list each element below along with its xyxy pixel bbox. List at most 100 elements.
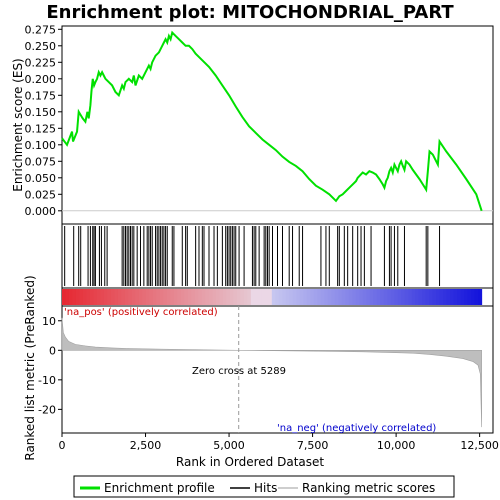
color-bar-segment (348, 289, 353, 305)
color-bar-segment (135, 289, 140, 305)
color-bar-segment (131, 289, 136, 305)
pos-correlated-label: 'na_pos' (positively correlated) (64, 307, 218, 318)
es-tick-label: 0.150 (25, 106, 57, 119)
color-bar-segment (212, 289, 217, 305)
color-bar-segment (236, 289, 241, 305)
color-bar-segment (257, 289, 262, 305)
es-panel (61, 25, 494, 225)
color-bar-segment (471, 289, 476, 305)
color-bar-segment (373, 289, 378, 305)
color-bar-segment (362, 289, 367, 305)
color-bar-segment (187, 289, 192, 305)
color-bar-segment (79, 289, 84, 305)
color-bar-segment (355, 289, 360, 305)
color-bar-segment (205, 289, 210, 305)
es-tick-label: 0.125 (25, 122, 57, 135)
metric-tick-label: -20 (38, 403, 56, 416)
color-bar-segment (180, 289, 185, 305)
color-bar-segment (240, 289, 245, 305)
color-bar-segment (404, 289, 409, 305)
color-bar-segment (443, 289, 448, 305)
color-bar-segment (208, 289, 213, 305)
color-bar-segment (369, 289, 374, 305)
color-bar-segment (299, 289, 304, 305)
color-bar-segment (296, 289, 301, 305)
color-bar-segment (380, 289, 385, 305)
x-tick-label: 0 (59, 439, 66, 452)
es-y-axis: 0.000 0.025 0.050 0.075 0.100 0.125 0.150 0.175… (25, 23, 62, 218)
legend: Enrichment profile Hits Ranking metric s… (73, 475, 455, 498)
color-bar-segment (110, 289, 115, 305)
color-bar-segment (114, 289, 119, 305)
hit-markers (64, 226, 441, 286)
color-bar-segment (278, 289, 283, 305)
legend-es-label: Enrichment profile (104, 481, 215, 495)
color-bar-segment (124, 289, 129, 305)
color-bar-segment (72, 289, 77, 305)
color-bar-segment (415, 289, 420, 305)
color-bar-segment (191, 289, 196, 305)
color-bar-segment (425, 289, 430, 305)
legend-hits-label: Hits (254, 481, 277, 495)
color-bar-segment (261, 289, 266, 305)
color-bar-segment (418, 289, 423, 305)
color-bar-segment (422, 289, 427, 305)
color-bar-segment (117, 289, 122, 305)
color-bar-segment (317, 289, 322, 305)
color-bar-segment (166, 289, 171, 305)
color-bar-segment (387, 289, 392, 305)
metric-tick-label: -10 (38, 374, 56, 387)
color-bar-segment (453, 289, 458, 305)
color-bar-segment (177, 289, 182, 305)
color-bar-segment (401, 289, 406, 305)
color-bar-segment (345, 289, 350, 305)
metric-tick-label: 0 (49, 344, 56, 357)
rank-color-gradient (62, 289, 483, 305)
metric-y-axis: 10 0 -10 -20 (38, 315, 62, 416)
color-bar-segment (75, 289, 80, 305)
color-bar-segment (233, 289, 238, 305)
es-tick-label: 0.200 (25, 73, 57, 86)
es-tick-label: 0.000 (25, 205, 57, 218)
color-bar-segment (149, 289, 154, 305)
color-bar-segment (198, 289, 203, 305)
legend-metric-label: Ranking metric scores (302, 481, 435, 495)
metric-area (61, 317, 482, 428)
color-bar-segment (229, 289, 234, 305)
color-bar-segment (478, 289, 483, 305)
color-bar-segment (107, 289, 112, 305)
zero-cross-label: Zero cross at 5289 (192, 366, 286, 377)
color-bar-segment (184, 289, 189, 305)
color-bar-segment (376, 289, 381, 305)
color-bar-segment (152, 289, 157, 305)
color-bar-segment (327, 289, 332, 305)
color-bar-segment (215, 289, 220, 305)
x-tick-label: 5,000 (213, 439, 245, 452)
x-tick-label: 10,000 (377, 439, 416, 452)
color-bar-segment (275, 289, 280, 305)
color-bar-segment (310, 289, 315, 305)
color-bar-segment (460, 289, 465, 305)
color-bar-segment (268, 289, 273, 305)
color-bar-segment (128, 289, 133, 305)
color-bar-segment (464, 289, 469, 305)
es-line (61, 30, 483, 212)
color-bar-segment (82, 289, 87, 305)
color-bar-segment (366, 289, 371, 305)
color-bar-segment (254, 289, 259, 305)
x-axis-label: Rank in Ordered Dataset (176, 455, 324, 469)
color-bar-segment (408, 289, 413, 305)
color-bar-segment (282, 289, 287, 305)
neg-correlated-label: 'na_neg' (negatively correlated) (277, 423, 436, 434)
color-bar-segment (93, 289, 98, 305)
es-tick-label: 0.050 (25, 172, 57, 185)
color-bar-segment (450, 289, 455, 305)
color-bar-segment (194, 289, 199, 305)
color-bar-segment (121, 289, 126, 305)
color-bar-segment (264, 289, 269, 305)
color-bar-segment (96, 289, 101, 305)
x-tick-label: 7,500 (297, 439, 329, 452)
color-bar-segment (289, 289, 294, 305)
es-tick-label: 0.225 (25, 56, 57, 69)
color-bar-segment (243, 289, 248, 305)
